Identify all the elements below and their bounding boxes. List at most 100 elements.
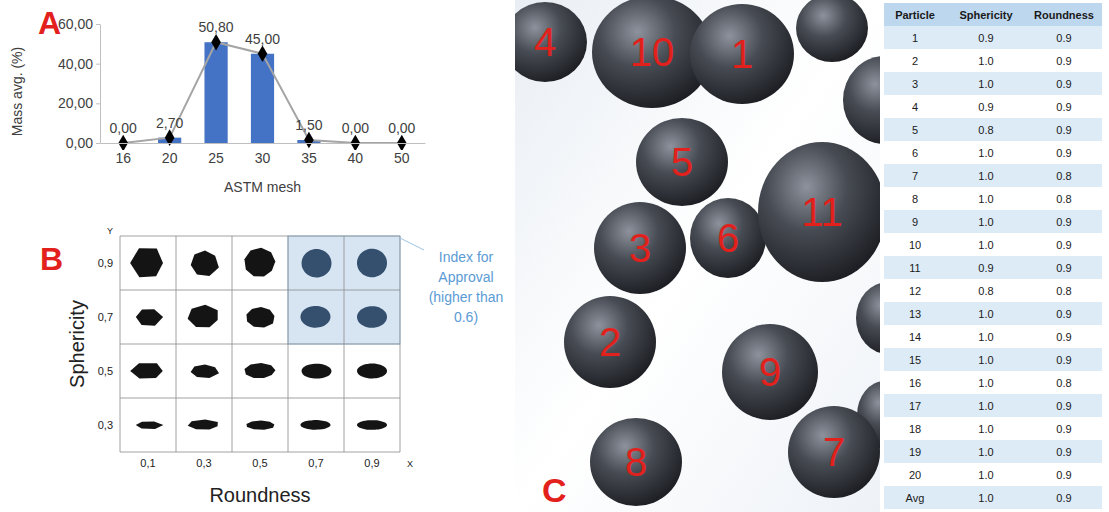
table-cell: 1.0 bbox=[978, 446, 993, 458]
panel-letter: A bbox=[38, 5, 61, 41]
table-cell: 3 bbox=[912, 78, 918, 90]
particle-label: 1 bbox=[731, 32, 753, 76]
cell-border bbox=[120, 236, 400, 237]
particle bbox=[690, 4, 794, 104]
table-cell: 0.9 bbox=[1056, 354, 1071, 366]
particle bbox=[594, 202, 686, 294]
callout-line-text: Index for bbox=[439, 249, 494, 265]
table-cell: 0.8 bbox=[1056, 285, 1071, 297]
y-tick-label: 0,7 bbox=[98, 311, 113, 323]
table-cell: 0.9 bbox=[1056, 101, 1071, 113]
particle-label: 6 bbox=[717, 216, 739, 260]
table-cell: 7 bbox=[912, 170, 918, 182]
table-cell: 0.9 bbox=[978, 32, 993, 44]
table-row bbox=[884, 256, 1102, 279]
table-cell: 0.9 bbox=[1056, 32, 1071, 44]
table-cell: 0.9 bbox=[978, 262, 993, 274]
table-cell: 1.0 bbox=[978, 400, 993, 412]
particle-label: 9 bbox=[759, 350, 781, 394]
table: ParticleSphericityRoundness10.90.921.00.… bbox=[884, 3, 1102, 509]
table-cell: 0.9 bbox=[978, 101, 993, 113]
table-cell: 1.0 bbox=[978, 331, 993, 343]
particle bbox=[758, 142, 880, 282]
table-cell: Avg bbox=[906, 492, 925, 504]
x-axis: 16202530354050 bbox=[101, 144, 426, 166]
y-tick-mark bbox=[96, 143, 100, 144]
table-row bbox=[884, 440, 1102, 463]
table-cell: 8 bbox=[912, 193, 918, 205]
table-cell: 17 bbox=[909, 400, 921, 412]
particle-sketch bbox=[302, 364, 332, 379]
table-row bbox=[884, 463, 1102, 486]
y-axis-title: Mass avg. (%) bbox=[9, 47, 25, 136]
table-cell: 1.0 bbox=[978, 377, 993, 389]
y-tick-mark bbox=[96, 24, 100, 25]
y-tick-label: 0,5 bbox=[98, 365, 113, 377]
particle bbox=[796, 0, 868, 62]
table-cell: 0.9 bbox=[1056, 216, 1071, 228]
y-tick-label: 20,00 bbox=[58, 95, 93, 111]
particle bbox=[788, 406, 880, 498]
particle-sketch bbox=[191, 251, 219, 276]
particle-sketch bbox=[191, 364, 219, 377]
cell-border bbox=[120, 452, 400, 453]
callout-line-text: Approval bbox=[438, 269, 493, 285]
table-cell: 6 bbox=[912, 147, 918, 159]
cell-grid bbox=[120, 236, 400, 452]
table-header-row bbox=[884, 3, 1102, 26]
table-cell: 0.8 bbox=[1056, 377, 1071, 389]
particle bbox=[564, 296, 656, 388]
table-header: Particle bbox=[895, 9, 935, 21]
x-tick: 16 bbox=[115, 150, 131, 166]
x-tick-label: 0,1 bbox=[140, 457, 155, 469]
table-cell: 0.9 bbox=[1056, 446, 1071, 458]
y-axis-name: Y bbox=[107, 226, 113, 236]
table-cell: 10 bbox=[909, 239, 921, 251]
x-tick-label: 0,9 bbox=[364, 457, 379, 469]
table-row bbox=[884, 302, 1102, 325]
y-axis-line bbox=[100, 25, 101, 144]
table-cell: 1.0 bbox=[978, 170, 993, 182]
x-tick: 30 bbox=[255, 150, 271, 166]
marker bbox=[397, 135, 407, 150]
particle-label: 11 bbox=[801, 190, 843, 234]
particle-label: 4 bbox=[534, 20, 556, 64]
particle-label: 7 bbox=[823, 430, 845, 474]
particle-label: 10 bbox=[630, 30, 675, 74]
table-row bbox=[884, 417, 1102, 440]
y-tick: 0,00 bbox=[66, 135, 100, 151]
data-label: 45,00 bbox=[245, 31, 280, 47]
particle bbox=[856, 282, 880, 354]
y-tick: 40,00 bbox=[58, 56, 100, 72]
table-row bbox=[884, 49, 1102, 72]
table-cell: 1.0 bbox=[978, 354, 993, 366]
marker bbox=[258, 45, 268, 62]
panel-letter: B bbox=[40, 241, 63, 277]
data-label: 50,80 bbox=[199, 19, 234, 35]
particle-sketch bbox=[357, 249, 387, 277]
x-tick: 50 bbox=[394, 150, 410, 166]
table-cell: 0.9 bbox=[1056, 55, 1071, 67]
marker bbox=[118, 135, 128, 150]
table-row bbox=[884, 394, 1102, 417]
particle-sketch bbox=[246, 421, 274, 430]
particle-sketch bbox=[302, 249, 332, 277]
figure: 0,002,7050,8045,001,500,000,000,0020,004… bbox=[0, 0, 1109, 512]
data-label: 0,00 bbox=[388, 120, 415, 136]
table-cell: 1 bbox=[912, 32, 918, 44]
table-cell: 5 bbox=[912, 124, 918, 136]
table-cell: 0.9 bbox=[1056, 308, 1071, 320]
table-row bbox=[884, 210, 1102, 233]
table-cell: 13 bbox=[909, 308, 921, 320]
table-cell: 14 bbox=[909, 331, 921, 343]
particle-sketch bbox=[188, 420, 218, 430]
particle bbox=[636, 118, 728, 206]
data-label: 0,00 bbox=[342, 120, 369, 136]
table-header: Sphericity bbox=[959, 9, 1013, 21]
table-row bbox=[884, 371, 1102, 394]
y-tick-label: 40,00 bbox=[58, 56, 93, 72]
x-tick: 25 bbox=[208, 150, 224, 166]
particle-label: 3 bbox=[629, 226, 651, 270]
table-cell: 0.9 bbox=[1056, 262, 1071, 274]
callout-line-text: 0.6) bbox=[454, 309, 478, 325]
